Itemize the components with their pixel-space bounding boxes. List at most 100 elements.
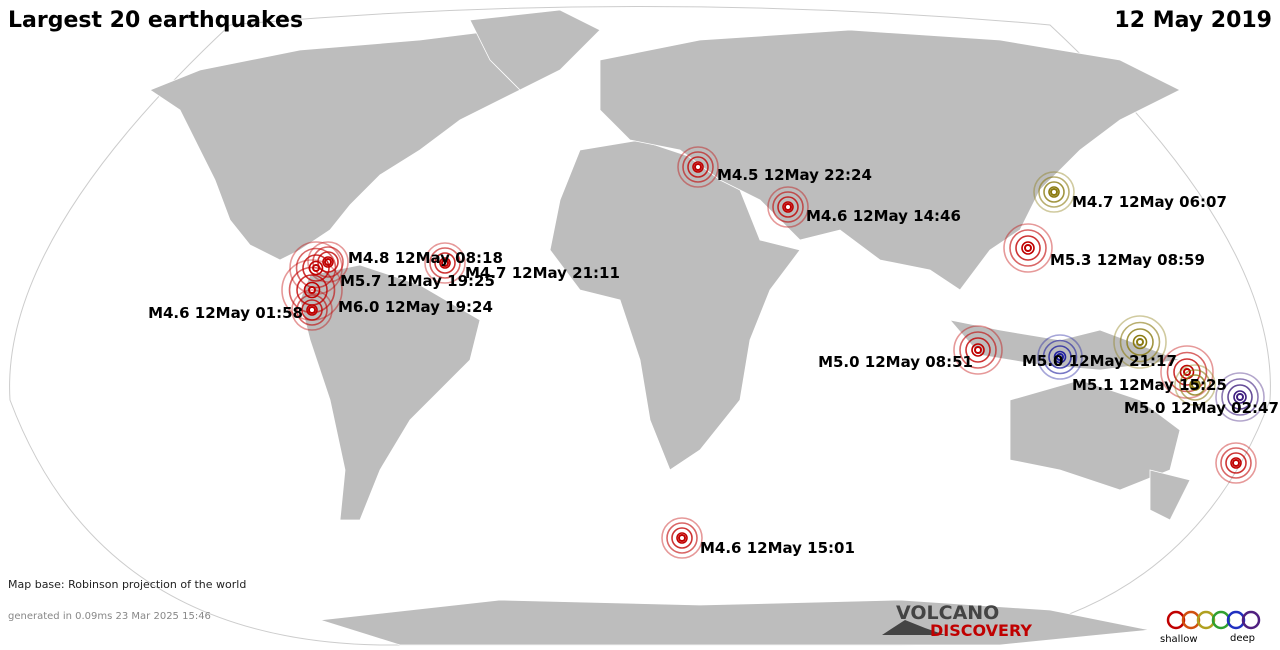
quake-ring [289, 241, 343, 295]
quake-ring [439, 257, 451, 269]
quake-ring [1230, 457, 1242, 469]
quake-label: M4.6 12May 15:01 [700, 539, 855, 557]
quake-ring [1221, 378, 1259, 416]
quake-ring [782, 201, 794, 213]
quake-core [1236, 393, 1244, 401]
quake-ring [1037, 334, 1083, 380]
quake-label: M4.7 12May 06:07 [1072, 193, 1227, 211]
quake-core [1024, 244, 1032, 252]
quake-marker [953, 325, 1003, 375]
quake-label: M5.7 12May 19:25 [340, 272, 495, 290]
legend-deep: deep [1230, 633, 1255, 644]
quake-ring [687, 156, 709, 178]
quake-ring [1189, 379, 1201, 391]
quake-marker [677, 146, 719, 188]
quake-core [441, 259, 449, 267]
quake-ring [291, 289, 333, 331]
logo-icon [882, 620, 945, 635]
quake-ring [1021, 241, 1035, 255]
quake-ring [971, 343, 985, 357]
quake-ring [772, 191, 804, 223]
quake-ring [677, 146, 719, 188]
continents [149, 9, 1191, 646]
quake-label: M5.0 12May 08:51 [818, 353, 973, 371]
quake-ring [692, 161, 704, 173]
quake-ring [1225, 452, 1247, 474]
quake-label: M6.0 12May 19:24 [338, 298, 493, 316]
quake-ring [1215, 372, 1265, 422]
quake-core [308, 306, 316, 314]
quake-ring [1215, 442, 1257, 484]
quake-core [1136, 338, 1144, 346]
quake-ring [1220, 447, 1252, 479]
quake-ring [1227, 384, 1253, 410]
quake-marker [424, 242, 466, 284]
quake-ring [322, 256, 334, 268]
quake-marker [1003, 223, 1053, 273]
quake-ring [1174, 364, 1216, 406]
quake-ring [1038, 176, 1070, 208]
quake-core [694, 163, 702, 171]
quake-ring [1043, 181, 1065, 203]
quake-label: M4.6 12May 14:46 [806, 207, 961, 225]
quake-ring [767, 186, 809, 228]
quake-ring [1179, 369, 1211, 401]
quake-ring [671, 527, 693, 549]
map-date: 12 May 2019 [1114, 8, 1272, 33]
quake-marker [1215, 442, 1257, 484]
quake-marker [1037, 334, 1083, 380]
quake-ring [1048, 345, 1072, 369]
quake-ring [959, 331, 997, 369]
quake-core [974, 346, 982, 354]
quake-ring [1003, 223, 1053, 273]
quake-ring [1048, 186, 1060, 198]
quake-ring [666, 522, 698, 554]
quake-label: M5.0 12May 02:47 [1124, 399, 1279, 417]
logo-line1: VOLCANO [896, 602, 999, 624]
quake-label: M4.8 12May 08:18 [348, 249, 503, 267]
quake-marker [1113, 315, 1167, 369]
quake-ring [1233, 390, 1247, 404]
quake-core [678, 534, 686, 542]
quake-label: M4.6 12May 01:58 [148, 304, 303, 322]
quake-ring [1042, 339, 1078, 375]
quake-label: M5.3 12May 08:59 [1050, 251, 1205, 269]
quakes: M4.5 12May 22:24 M4.6 12May 14:46 M4.7 12M… [148, 146, 1279, 559]
map-base-note: Map base: Robinson projection of the wor… [8, 578, 246, 591]
quake-ring [434, 252, 456, 274]
quake-ring [429, 247, 461, 279]
quake-core [1191, 381, 1199, 389]
quake-ring [306, 304, 318, 316]
quake-ring [777, 196, 799, 218]
map-title: Largest 20 earthquakes [8, 8, 303, 33]
quake-marker [1174, 364, 1216, 406]
quake-ring [424, 242, 466, 284]
quake-ring [965, 337, 991, 363]
generated-note: generated in 0.09ms 23 Mar 2025 15:46 [8, 611, 211, 622]
quake-ring [953, 325, 1003, 375]
quake-ring [302, 254, 330, 282]
quake-label: M5.1 12May 15:25 [1072, 376, 1227, 394]
quake-ring [1053, 350, 1067, 364]
legend-shallow: shallow [1160, 634, 1198, 645]
quake-ring [1119, 321, 1161, 363]
quake-core [1050, 188, 1058, 196]
quake-ring [303, 281, 321, 299]
quake-core [1232, 459, 1240, 467]
quake-ring [295, 247, 337, 289]
quake-core [1056, 353, 1064, 361]
quake-marker [1215, 372, 1265, 422]
quake-marker [661, 517, 703, 559]
quake-ring [1132, 334, 1148, 350]
quake-ring [301, 299, 323, 321]
quake-ring [661, 517, 703, 559]
quake-ring [1173, 358, 1201, 386]
quake-core [308, 286, 316, 294]
quake-core [784, 203, 792, 211]
quake-label: M4.7 12May 21:11 [465, 264, 620, 282]
depth-legend [1166, 610, 1261, 630]
quake-ring [1113, 315, 1167, 369]
quake-marker [767, 186, 809, 228]
